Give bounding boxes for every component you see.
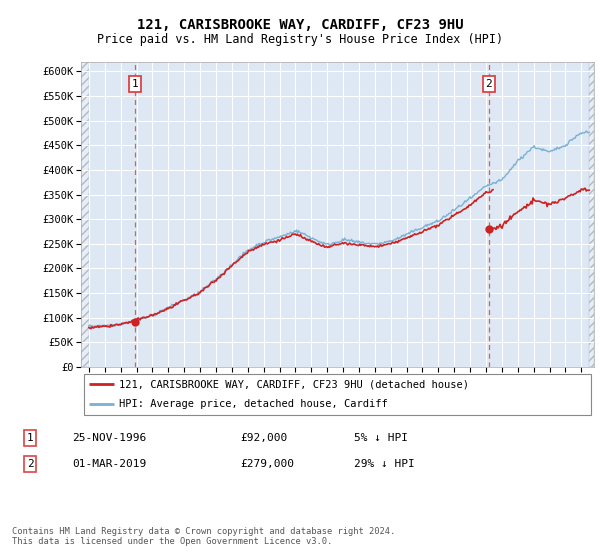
Text: HPI: Average price, detached house, Cardiff: HPI: Average price, detached house, Card… [119, 399, 388, 409]
Text: 121, CARISBROOKE WAY, CARDIFF, CF23 9HU: 121, CARISBROOKE WAY, CARDIFF, CF23 9HU [137, 18, 463, 32]
Bar [81, 62, 89, 367]
Text: 1: 1 [26, 433, 34, 443]
Text: 121, CARISBROOKE WAY, CARDIFF, CF23 9HU (detached house): 121, CARISBROOKE WAY, CARDIFF, CF23 9HU … [119, 379, 469, 389]
Text: 2: 2 [26, 459, 34, 469]
Text: 5% ↓ HPI: 5% ↓ HPI [354, 433, 408, 443]
Text: Contains HM Land Registry data © Crown copyright and database right 2024.
This d: Contains HM Land Registry data © Crown c… [12, 526, 395, 546]
Text: Price paid vs. HM Land Registry's House Price Index (HPI): Price paid vs. HM Land Registry's House … [97, 32, 503, 46]
Text: 1: 1 [131, 79, 139, 88]
Bar [589, 62, 594, 367]
Text: 01-MAR-2019: 01-MAR-2019 [72, 459, 146, 469]
Text: 29% ↓ HPI: 29% ↓ HPI [354, 459, 415, 469]
Text: 25-NOV-1996: 25-NOV-1996 [72, 433, 146, 443]
Text: £92,000: £92,000 [240, 433, 287, 443]
FancyBboxPatch shape [83, 374, 592, 415]
Text: 2: 2 [485, 79, 492, 88]
Text: £279,000: £279,000 [240, 459, 294, 469]
